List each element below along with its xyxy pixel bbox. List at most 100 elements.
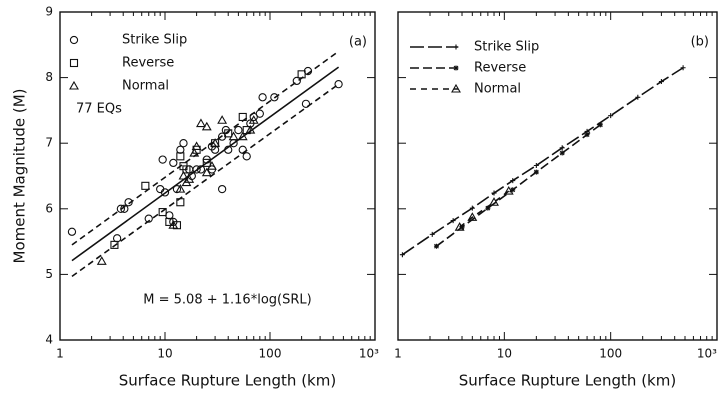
x-axis-label: Surface Rupture Length (km) [459, 372, 676, 390]
marker-circle [301, 99, 311, 108]
marker-triangle [181, 177, 192, 187]
marker-circle [169, 158, 178, 168]
marker-triangle [454, 222, 465, 231]
marker-square [224, 129, 233, 138]
marker-circle [334, 80, 343, 89]
x-tick-label: 1 [56, 347, 64, 361]
fit-line [71, 83, 340, 278]
x-tick-label: 10 [497, 347, 512, 361]
marker-square [297, 70, 306, 79]
legend-label: Normal [122, 79, 169, 94]
marker-circle [160, 188, 170, 197]
marker-square [182, 165, 191, 174]
marker-triangle [228, 131, 239, 141]
marker-circle [192, 165, 201, 174]
marker-star [597, 122, 603, 128]
marker-star [533, 169, 539, 175]
marker-plus [635, 94, 641, 100]
y-axis-label: Moment Magnitude (M) [11, 89, 29, 264]
marker-circle [258, 93, 267, 102]
marker-plus [399, 252, 405, 258]
marker-square [69, 58, 79, 68]
legend-label: Strike Slip [474, 40, 539, 55]
marker-triangle [451, 83, 461, 93]
annotation: M = 5.08 + 1.16*log(SRL) [143, 293, 311, 308]
marker-circle [69, 35, 79, 45]
marker-triangle [237, 131, 248, 141]
marker-plus [469, 205, 475, 211]
marker-star [510, 187, 516, 193]
marker-triangle [69, 80, 79, 90]
y-tick-label: 5 [45, 267, 53, 281]
marker-triangle [168, 220, 179, 229]
marker-star [584, 132, 590, 138]
marker-triangle [503, 185, 514, 195]
marker-plus [429, 231, 435, 237]
marker-triangle [201, 121, 212, 131]
x-tick-label: 10³ [359, 347, 379, 361]
legend-label: Reverse [122, 56, 174, 71]
marker-circle [120, 204, 129, 213]
marker-circle [116, 204, 126, 213]
marker-triangle [201, 167, 212, 177]
marker-circle [292, 76, 301, 86]
x-axis-label: Surface Rupture Length (km) [119, 372, 336, 390]
marker-circle [144, 214, 153, 223]
x-tick-label: 10³ [697, 347, 717, 361]
marker-circle [179, 139, 188, 148]
legend-label: Reverse [474, 61, 526, 76]
marker-circle [124, 198, 133, 207]
marker-plus [533, 163, 539, 169]
marker-triangle [196, 118, 206, 128]
marker-square [238, 112, 247, 122]
panel-label: (b) [691, 35, 709, 50]
marker-plus [510, 178, 516, 184]
marker-circle [172, 184, 182, 194]
marker-circle [234, 125, 243, 135]
fit-line [71, 50, 340, 246]
marker-star [453, 65, 459, 71]
marker-triangle [207, 161, 217, 170]
marker-triangle [245, 124, 256, 134]
legend-label: Normal [474, 82, 521, 97]
marker-circle [196, 165, 206, 174]
marker-plus [559, 145, 565, 151]
marker-square [141, 181, 150, 190]
fit-line [71, 66, 340, 262]
marker-circle [242, 152, 251, 161]
marker-circle [270, 93, 279, 102]
series-line [459, 190, 510, 228]
marker-triangle [467, 212, 478, 221]
marker-square [110, 240, 119, 249]
y-tick-label: 7 [45, 136, 53, 150]
marker-square [176, 198, 185, 207]
marker-plus [453, 44, 459, 50]
annotation: 77 EQs [76, 102, 122, 117]
marker-circle [158, 155, 167, 164]
x-tick-label: 100 [599, 347, 622, 361]
marker-star [559, 150, 565, 156]
plot-frame [397, 11, 718, 341]
marker-triangle [189, 147, 200, 157]
marker-plus [658, 79, 664, 85]
plot-frame [59, 11, 376, 341]
legend-label: Strike Slip [122, 33, 187, 48]
series-line [435, 124, 601, 247]
marker-plus [608, 113, 614, 119]
panel-label: (a) [349, 35, 367, 50]
marker-triangle [489, 197, 499, 206]
marker-triangle [184, 174, 195, 183]
marker-star [485, 205, 491, 211]
marker-triangle [191, 141, 202, 151]
marker-square [158, 208, 167, 217]
marker-star [433, 243, 439, 249]
marker-circle [238, 145, 247, 154]
marker-circle [255, 109, 264, 118]
x-tick-label: 1 [394, 347, 402, 361]
marker-triangle [217, 115, 228, 124]
marker-square [202, 158, 211, 167]
marker-circle [67, 227, 77, 236]
y-tick-label: 6 [45, 201, 53, 215]
